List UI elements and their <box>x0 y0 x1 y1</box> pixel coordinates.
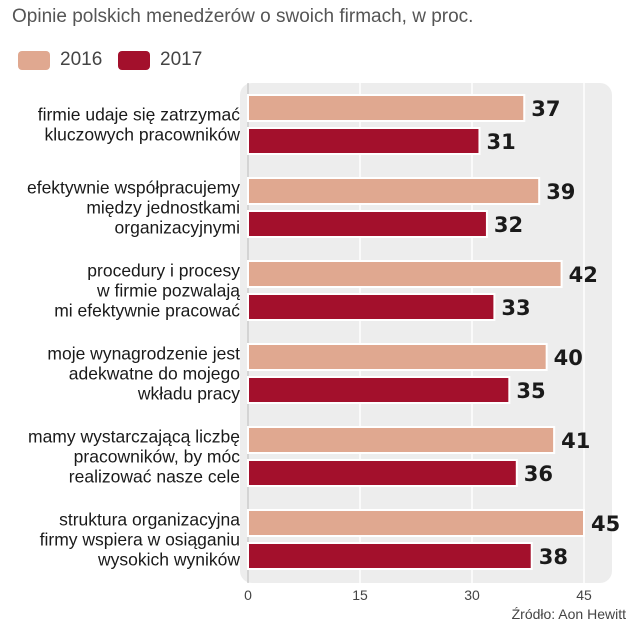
bar-2016-5 <box>247 426 556 454</box>
bar-2016-1 <box>247 94 526 122</box>
category-label-2-line-2: między jednostkami <box>86 198 240 218</box>
value-label-2016-5: 41 <box>561 429 590 453</box>
bar-2017-1 <box>247 127 481 155</box>
value-label-2016-6: 45 <box>591 512 620 536</box>
bar-2016-3 <box>247 260 563 288</box>
category-label-6-line-3: wysokich wyników <box>97 550 240 570</box>
legend-label-2016: 2016 <box>60 49 103 70</box>
category-label-5-line-1: mamy wystarczającą liczbę <box>28 427 240 447</box>
category-label-2-line-3: organizacyjnymi <box>115 218 240 238</box>
bar-2017-5 <box>247 459 518 487</box>
value-label-2017-4: 35 <box>516 379 545 403</box>
legend-swatch-2017 <box>118 51 150 70</box>
value-label-2017-2: 32 <box>494 213 523 237</box>
category-label-6-line-2: firmy wspiera w osiąganiu <box>40 530 240 550</box>
bar-2017-4 <box>247 376 511 404</box>
value-label-2016-4: 40 <box>554 346 583 370</box>
value-label-2016-1: 37 <box>531 97 560 121</box>
legend-label-2017: 2017 <box>160 49 203 70</box>
bar-2016-2 <box>247 177 541 205</box>
chart-title: Opinie polskich menedżerów o swoich firm… <box>12 6 474 27</box>
x-tick-label-45: 45 <box>576 587 592 603</box>
bar-2017-3 <box>247 293 496 321</box>
category-label-4-line-1: moje wynagrodzenie jest <box>47 344 240 364</box>
x-tick-label-15: 15 <box>352 587 368 603</box>
category-label-5-line-3: realizować nasze cele <box>69 467 240 487</box>
bar-2017-6 <box>247 542 533 570</box>
category-label-2-line-1: efektywnie współpracujemy <box>27 178 240 198</box>
category-label-1-line-2: kluczowych pracowników <box>45 125 241 145</box>
category-label-4-line-2: adekwatne do mojego <box>69 364 240 384</box>
category-label-5-line-2: pracowników, by móc <box>74 447 241 467</box>
bar-2016-6 <box>247 509 585 537</box>
category-label-3-line-1: procedury i procesy <box>87 261 240 281</box>
value-label-2016-3: 42 <box>569 263 598 287</box>
bar-2016-4 <box>247 343 548 371</box>
category-label-3-line-3: mi efektywnie pracować <box>54 301 240 321</box>
legend-swatch-2016 <box>18 51 50 70</box>
category-label-1-line-1: firmie udaje się zatrzymać <box>38 105 241 125</box>
category-label-3-line-2: w firmie pozwalają <box>96 281 240 301</box>
value-label-2017-6: 38 <box>539 545 568 569</box>
bar-2017-2 <box>247 210 488 238</box>
value-label-2016-2: 39 <box>546 180 575 204</box>
x-tick-label-30: 30 <box>464 587 480 603</box>
value-label-2017-5: 36 <box>524 462 553 486</box>
x-tick-label-0: 0 <box>244 587 252 603</box>
value-label-2017-1: 31 <box>486 130 515 154</box>
category-label-4-line-3: wkładu pracy <box>137 384 240 404</box>
source-note: Źródło: Aon Hewitt <box>511 606 626 622</box>
value-label-2017-3: 33 <box>501 296 530 320</box>
category-label-6-line-1: struktura organizacyjna <box>59 510 240 530</box>
plot-background <box>240 83 612 583</box>
